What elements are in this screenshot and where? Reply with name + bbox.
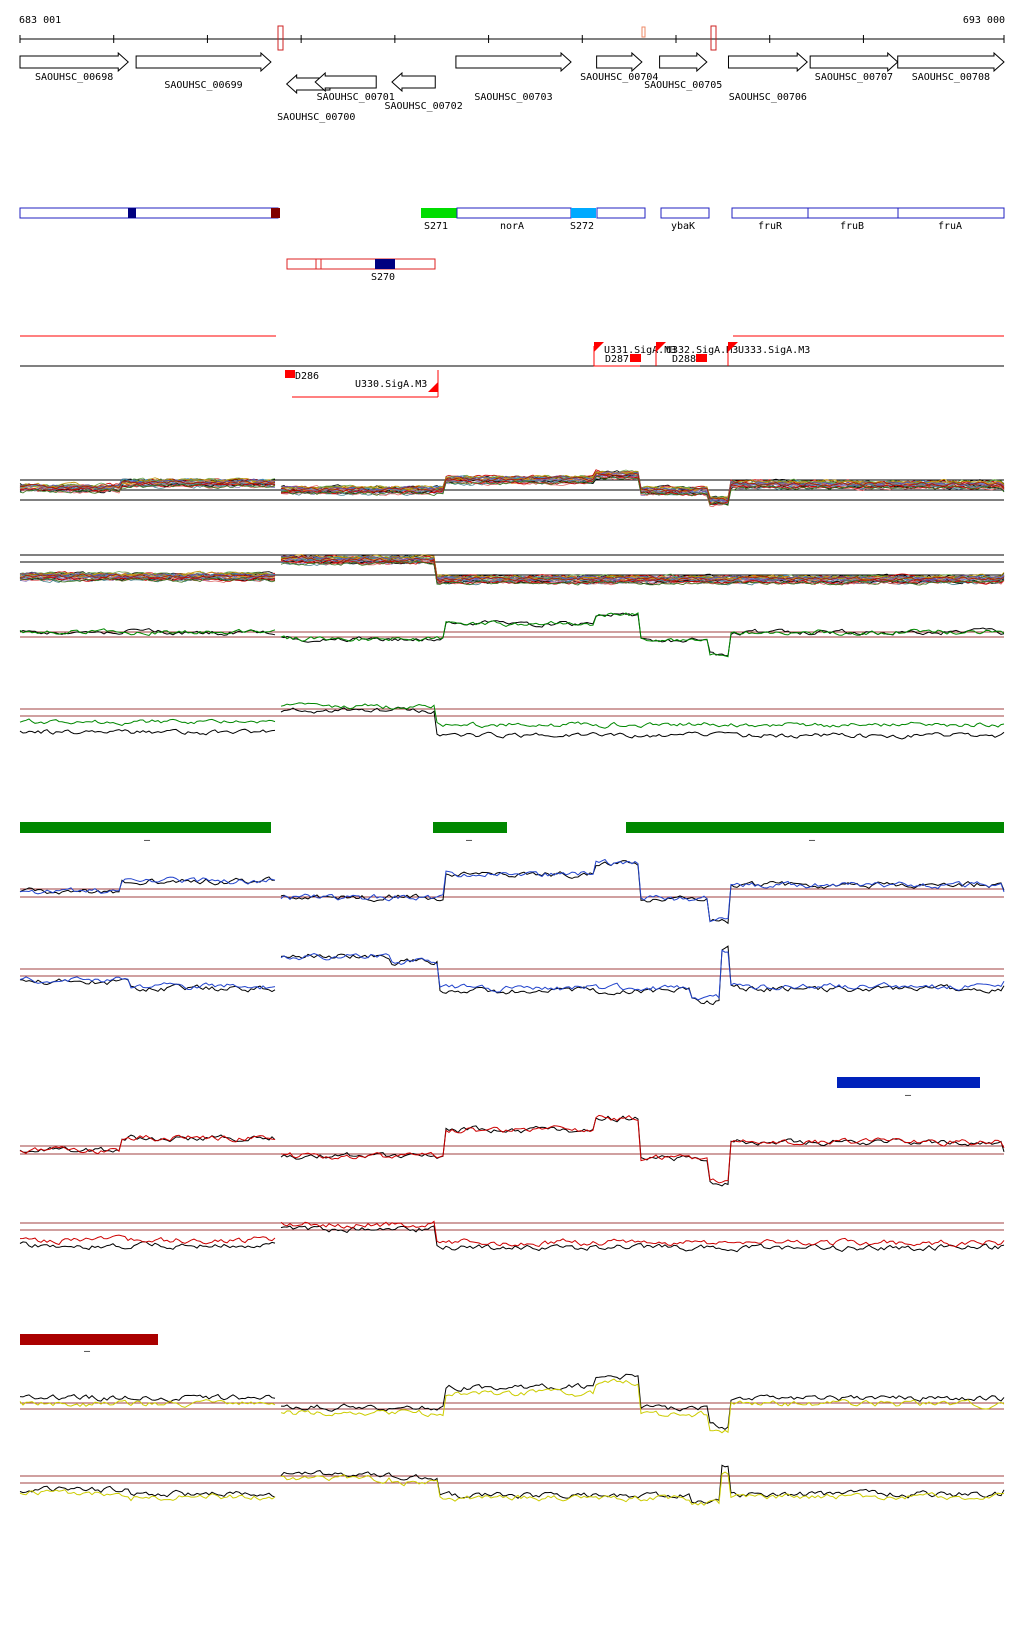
gene-arrow-forward[interactable] bbox=[19, 51, 129, 73]
gene-arrow-forward[interactable] bbox=[897, 51, 1005, 73]
promoter-label: U331.SigA.M3 bbox=[604, 345, 676, 356]
gene-arrow-reverse[interactable] bbox=[314, 71, 377, 93]
expression-trace bbox=[19, 612, 1005, 657]
ruler-marker bbox=[277, 25, 284, 51]
promoter-track[interactable]: U330.SigA.M3 D286 U331.SigA.M3 D287 U332… bbox=[20, 335, 1004, 398]
gene-label: SAOUHSC_00699 bbox=[164, 80, 242, 91]
expression-trace bbox=[19, 1373, 1005, 1431]
gene-arrow-forward[interactable] bbox=[455, 51, 572, 73]
gene-arrow-forward[interactable] bbox=[809, 51, 899, 73]
gene-label: SAOUHSC_00706 bbox=[729, 92, 807, 103]
promoter-flag bbox=[428, 382, 438, 392]
promoter-d287[interactable] bbox=[630, 354, 641, 362]
expression-trace bbox=[19, 612, 1005, 658]
promoter-flag bbox=[594, 342, 604, 352]
expression-trace bbox=[19, 1220, 1005, 1248]
promoter-label: U333.SigA.M3 bbox=[738, 345, 810, 356]
expression-trace bbox=[19, 949, 1005, 1001]
promoter-label: U330.SigA.M3 bbox=[355, 379, 427, 390]
expression-trace bbox=[19, 560, 1005, 586]
expression-trace bbox=[19, 472, 1005, 502]
promoter-bracket bbox=[593, 346, 640, 367]
operon-mark-blue bbox=[128, 208, 136, 218]
operon-label: norA bbox=[500, 221, 524, 232]
ruler-marker bbox=[641, 26, 646, 38]
promoter-label: U332.SigA.M3 bbox=[666, 345, 738, 356]
operon-box-ybak[interactable] bbox=[660, 207, 710, 219]
condition-bars[interactable]: – – – – – bbox=[20, 822, 1004, 1357]
region-s271[interactable] bbox=[421, 208, 457, 218]
green-condition-bar[interactable] bbox=[626, 822, 1004, 833]
expression-trace bbox=[19, 1464, 1005, 1504]
expression-trace bbox=[19, 1471, 1005, 1506]
promoter-label: D288 bbox=[672, 354, 696, 365]
gene-label: SAOUHSC_00704 bbox=[580, 72, 658, 83]
expression-trace bbox=[19, 858, 1005, 923]
operon-box-small[interactable] bbox=[596, 207, 646, 219]
antisense-label: S270 bbox=[371, 272, 395, 283]
ruler-marker bbox=[710, 25, 717, 51]
operon-box-fru[interactable] bbox=[731, 207, 1005, 219]
expression-trace bbox=[19, 475, 1005, 506]
operon-label: fruA bbox=[938, 221, 962, 232]
expression-trace bbox=[19, 702, 1005, 729]
operon-mark-darkred bbox=[271, 208, 280, 218]
end-coordinate: 693 000 bbox=[963, 15, 1005, 26]
promoter-d288[interactable] bbox=[696, 354, 707, 362]
promoter-flag bbox=[728, 342, 738, 352]
promoter-d286[interactable] bbox=[285, 370, 295, 378]
darkred-condition-bar[interactable] bbox=[20, 1334, 158, 1345]
gene-label: SAOUHSC_00707 bbox=[815, 72, 893, 83]
operon-label: fruR bbox=[758, 221, 783, 232]
expression-trace bbox=[19, 945, 1005, 1006]
operon-box-nora[interactable] bbox=[456, 207, 572, 219]
condition-bar-label: – bbox=[84, 1346, 91, 1357]
gene-label: SAOUHSC_00702 bbox=[384, 101, 462, 112]
promoter-flag bbox=[656, 342, 666, 352]
operon-label: S272 bbox=[570, 221, 594, 232]
expression-trace bbox=[19, 1114, 1005, 1184]
condition-bar-label: – bbox=[809, 835, 816, 846]
operon-track[interactable]: S271 norA S272 ybaK fruR fruB fruA S270 bbox=[19, 207, 1005, 283]
gene-label: SAOUHSC_00703 bbox=[474, 92, 552, 103]
green-condition-bar[interactable] bbox=[433, 822, 507, 833]
gene-track[interactable]: SAOUHSC_00698 SAOUHSC_00699 SAOUHSC_00703 S… bbox=[19, 51, 1005, 123]
promoter-label: D286 bbox=[295, 371, 319, 382]
gene-label: SAOUHSC_00700 bbox=[277, 112, 355, 123]
expression-trace bbox=[19, 706, 1005, 740]
condition-bar-label: – bbox=[466, 835, 473, 846]
start-coordinate: 683 001 bbox=[19, 15, 61, 26]
condition-bar-label: – bbox=[905, 1090, 912, 1101]
operon-box-left[interactable] bbox=[19, 207, 279, 219]
gene-arrow-reverse[interactable] bbox=[391, 71, 436, 93]
region-s272[interactable] bbox=[571, 208, 596, 218]
gene-arrow-forward[interactable] bbox=[727, 51, 808, 73]
antisense-box[interactable] bbox=[286, 258, 436, 270]
promoter-label: D287 bbox=[605, 354, 629, 365]
expression-trace bbox=[19, 555, 1005, 582]
expression-tracks bbox=[19, 469, 1005, 1506]
expression-trace bbox=[19, 1115, 1005, 1187]
gene-arrow-forward[interactable] bbox=[596, 51, 643, 73]
coordinate-ruler bbox=[19, 25, 1005, 51]
gene-label: SAOUHSC_00708 bbox=[912, 72, 990, 83]
gene-arrow-forward[interactable] bbox=[659, 51, 708, 73]
antisense-mark bbox=[375, 259, 395, 269]
gene-label: SAOUHSC_00705 bbox=[644, 80, 722, 91]
blue-condition-bar[interactable] bbox=[837, 1077, 980, 1088]
expression-trace bbox=[19, 1378, 1005, 1434]
gene-arrow-forward[interactable] bbox=[135, 51, 272, 73]
green-condition-bar[interactable] bbox=[20, 822, 271, 833]
operon-label: fruB bbox=[840, 221, 864, 232]
expression-trace bbox=[19, 860, 1005, 925]
gene-label: SAOUHSC_00701 bbox=[317, 92, 395, 103]
gene-label: SAOUHSC_00698 bbox=[35, 72, 113, 83]
condition-bar-label: – bbox=[144, 835, 151, 846]
operon-label: S271 bbox=[424, 221, 448, 232]
operon-label: ybaK bbox=[671, 221, 695, 232]
expression-trace bbox=[19, 1225, 1005, 1253]
